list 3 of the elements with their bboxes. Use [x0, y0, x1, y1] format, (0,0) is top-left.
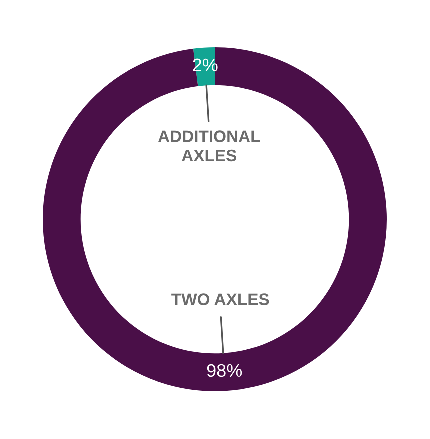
data-label: 98%: [207, 364, 242, 378]
slice-label: ADDITIONAL AXLES: [158, 130, 260, 162]
slice-label: TWO AXLES: [172, 294, 270, 306]
